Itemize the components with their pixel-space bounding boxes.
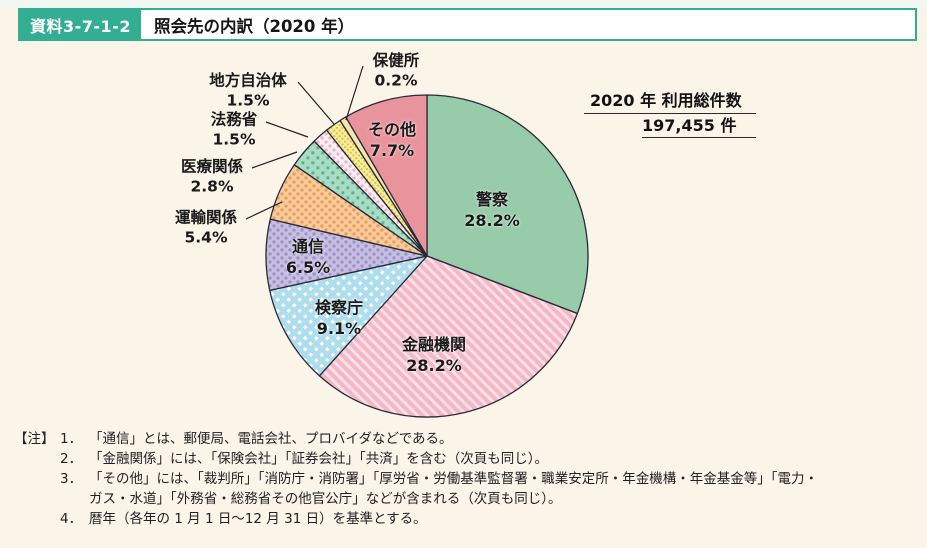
leader-line-6: [251, 151, 298, 169]
slice-name: その他: [367, 119, 417, 139]
slice-percent: 1.5%: [226, 92, 270, 110]
note-text: 「その他」には、「裁判所」「消防庁・消防署」「厚労省・労働基準監督署・職業安定所…: [89, 471, 818, 507]
slice-name: 金融機関: [401, 334, 467, 354]
slice-percent: 5.4%: [184, 229, 228, 247]
page-top-strip: [0, 0, 927, 8]
leader-line-8: [297, 81, 335, 125]
leader-line-5: [245, 201, 283, 220]
slice-percent: 7.7%: [369, 141, 415, 160]
note-marker: 【注】: [14, 431, 55, 447]
slice-name: 地方自治体: [209, 71, 287, 90]
callout-label-6: 医療関係 2.8%: [181, 157, 243, 198]
slice-label-10: その他 7.7%: [368, 119, 416, 161]
note-text: 暦年（各年の 1 月 1 日～12 月 31 日）を基準とする。: [89, 511, 427, 527]
leader-line-9: [345, 65, 364, 121]
note-number: 2．: [60, 451, 83, 467]
slice-percent: 2.8%: [190, 178, 234, 196]
note-row: 4． 暦年（各年の 1 月 1 日～12 月 31 日）を基準とする。: [14, 509, 919, 529]
figure-title: 照会先の内訳（2020 年）: [153, 16, 355, 36]
slice-label-4: 通信 6.5%: [286, 236, 330, 278]
slice-label-3: 検察庁 9.1%: [315, 297, 363, 339]
callout-label-7: 法務省 1.5%: [211, 110, 258, 151]
slice-percent: 1.5%: [212, 131, 256, 149]
note-number: 4．: [60, 511, 83, 527]
leader-lines: [245, 65, 364, 220]
figure-number-badge: 資料3-7-1-2: [20, 10, 141, 39]
slice-label-2: 金融機関 28.2%: [402, 334, 466, 376]
slice-name: 通信: [291, 236, 324, 256]
slice-name: 保健所: [372, 51, 420, 70]
note-number: 1．: [60, 431, 83, 447]
slice-percent: 6.5%: [285, 258, 331, 277]
total-count-label: 2020 年 利用総件数: [584, 90, 757, 114]
slice-percent: 9.1%: [316, 319, 362, 338]
notes-block: 【注】 1． 「通信」とは、郵便局、電話会社、プロバイダなどである。 2． 「金…: [14, 429, 919, 529]
pie-slices: [265, 94, 589, 418]
note-text: 「通信」とは、郵便局、電話会社、プロバイダなどである。: [89, 431, 453, 447]
figure-header-bar: 資料3-7-1-2 照会先の内訳（2020 年）: [18, 8, 917, 41]
leader-line-7: [265, 121, 309, 138]
note-text: 「金融関係」には、「保険会社」「証券会社」「共済」を含む（次頁も同じ）。: [89, 451, 548, 467]
callout-label-5: 運輸関係 5.4%: [175, 208, 237, 249]
note-row: 3． 「その他」には、「裁判所」「消防庁・消防署」「厚労省・労働基準監督署・職業…: [14, 469, 919, 509]
slice-name: 医療関係: [180, 157, 244, 176]
slice-percent: 28.2%: [464, 211, 520, 230]
slice-percent: 0.2%: [374, 72, 418, 90]
callout-label-8: 地方自治体 1.5%: [209, 71, 287, 112]
callout-label-9: 保健所 0.2%: [373, 51, 420, 92]
slice-name: 運輸関係: [174, 208, 238, 227]
slice-name: 検察庁: [314, 297, 364, 317]
pie-slice-1: [426, 94, 589, 315]
total-count-callout: 2020 年 利用総件数 197,455 件: [584, 90, 757, 139]
note-row: 2． 「金融関係」には、「保険会社」「証券会社」「共済」を含む（次頁も同じ）。: [14, 449, 919, 469]
pie-slice-2: [318, 255, 579, 418]
note-row: 【注】 1． 「通信」とは、郵便局、電話会社、プロバイダなどである。: [14, 429, 919, 449]
slice-label-1: 警察 28.2%: [464, 189, 520, 231]
pie-slice-3: [269, 255, 428, 377]
slice-percent: 28.2%: [406, 356, 462, 375]
slice-name: 法務省: [210, 110, 258, 129]
slice-name: 警察: [475, 189, 509, 209]
note-number: 3．: [60, 471, 83, 487]
total-count-value: 197,455 件: [642, 114, 757, 139]
